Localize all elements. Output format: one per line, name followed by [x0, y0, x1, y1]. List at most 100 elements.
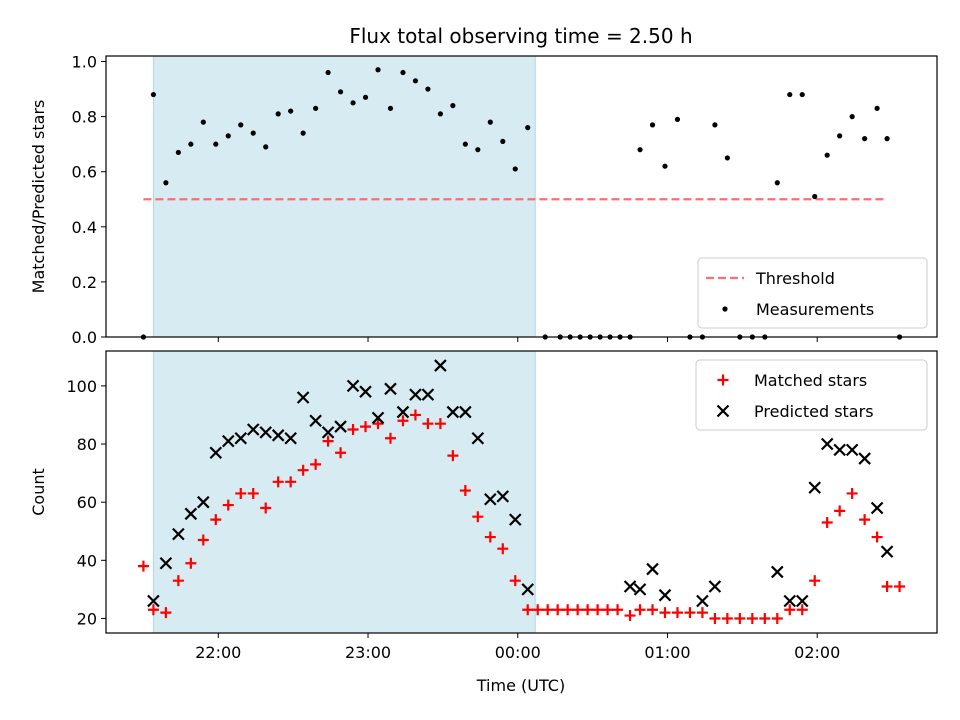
- data-point: [210, 514, 222, 526]
- data-point: [475, 147, 481, 153]
- data-point: [197, 534, 209, 546]
- data-point: [834, 505, 846, 517]
- data-point: [862, 136, 868, 142]
- data-point: [200, 119, 206, 125]
- data-point: [147, 594, 160, 608]
- data-point: [871, 531, 883, 543]
- data-point: [532, 604, 544, 616]
- y-tick-label: 1.0: [72, 53, 97, 72]
- data-point: [434, 359, 447, 372]
- data-point: [421, 388, 435, 401]
- data-point: [846, 487, 858, 499]
- data-point: [500, 138, 506, 145]
- data-point: [809, 575, 821, 587]
- data-point: [396, 405, 410, 419]
- data-point: [447, 450, 459, 462]
- data-point: [712, 122, 718, 128]
- data-point: [874, 105, 880, 111]
- x-axis-label: Time (UTC): [476, 676, 565, 695]
- y-tick-label: 80: [77, 435, 97, 454]
- data-point: [821, 517, 833, 529]
- data-point: [175, 149, 181, 156]
- data-point: [812, 193, 818, 200]
- data-point: [172, 527, 185, 541]
- data-point: [434, 418, 446, 430]
- data-point: [137, 560, 149, 572]
- data-point: [263, 144, 269, 150]
- data-point: [225, 133, 231, 139]
- data-point: [409, 388, 422, 401]
- data-point: [820, 437, 834, 451]
- legend-swatch: [717, 374, 729, 386]
- data-point: [260, 502, 272, 514]
- y-tick-label: 60: [77, 493, 97, 512]
- data-point: [172, 575, 184, 587]
- data-point: [325, 69, 331, 76]
- data-point: [163, 180, 169, 186]
- data-point: [350, 100, 356, 106]
- data-point: [387, 105, 394, 111]
- data-point: [633, 583, 647, 596]
- data-point: [637, 147, 643, 153]
- series-measurements: [140, 67, 903, 340]
- data-point: [209, 446, 223, 460]
- data-point: [271, 429, 285, 442]
- data-point: [409, 409, 421, 421]
- chart-title: Flux total observing time = 2.50 h: [349, 24, 692, 48]
- data-point: [422, 418, 434, 430]
- data-point: [360, 421, 372, 433]
- ratio-panel: 0.0 0.2 0.4 0.6 0.8 1.0 Matched/Predicted star…: [29, 53, 938, 347]
- series-matched-stars: [137, 409, 906, 624]
- axes-frame: [105, 55, 938, 338]
- data-point: [674, 116, 681, 122]
- data-point: [288, 108, 294, 114]
- data-point: [147, 604, 159, 616]
- y-axis-label: Matched/Predicted stars: [29, 100, 48, 294]
- legend-label: Predicted stars: [754, 402, 874, 421]
- data-point: [649, 122, 656, 128]
- data-point: [247, 487, 259, 499]
- data-point: [246, 423, 260, 436]
- legend-label: Matched stars: [754, 371, 867, 390]
- data-point: [884, 136, 890, 142]
- data-point: [734, 612, 746, 624]
- data-point: [259, 426, 272, 439]
- x-tick-label: 00:00: [495, 643, 541, 662]
- data-point: [188, 141, 194, 147]
- data-point: [612, 604, 624, 616]
- data-point: [235, 487, 247, 499]
- data-point: [721, 612, 733, 624]
- data-point: [684, 607, 696, 619]
- data-point: [346, 379, 360, 393]
- data-point: [774, 180, 780, 186]
- data-point: [322, 435, 334, 447]
- data-point: [321, 426, 335, 439]
- data-point: [881, 580, 893, 592]
- data-point: [771, 612, 783, 624]
- data-point: [375, 67, 381, 73]
- data-point: [771, 565, 784, 579]
- data-point: [412, 78, 419, 84]
- data-point: [659, 607, 671, 619]
- legend-label: Measurements: [756, 300, 874, 319]
- data-point: [185, 557, 197, 569]
- data-point: [297, 464, 309, 476]
- x-tick-label: 01:00: [644, 643, 690, 662]
- data-point: [347, 423, 359, 435]
- data-point: [496, 490, 510, 503]
- data-point: [671, 607, 683, 619]
- data-point: [833, 443, 846, 457]
- data-point: [313, 105, 319, 111]
- data-point: [437, 111, 443, 117]
- legend-box: [697, 257, 928, 329]
- y-tick-label: 0.6: [72, 163, 97, 182]
- data-point: [509, 575, 521, 587]
- data-point: [284, 431, 297, 445]
- data-point: [646, 562, 659, 576]
- data-point: [634, 604, 646, 616]
- data-point: [446, 405, 460, 419]
- legend: Matched stars Predicted stars: [695, 359, 928, 431]
- legend: Threshold Measurements: [697, 257, 928, 329]
- data-point: [870, 501, 884, 515]
